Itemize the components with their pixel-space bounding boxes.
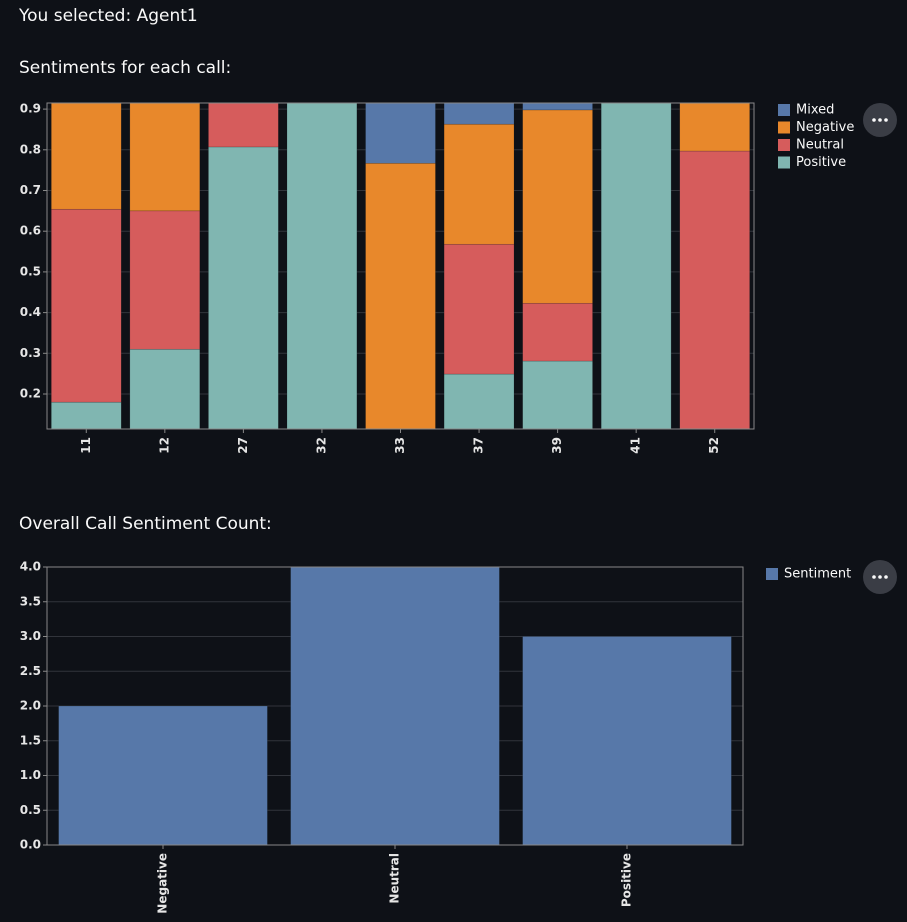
- bar-segment: [365, 103, 436, 164]
- bar-segment: [290, 567, 500, 845]
- x-tick-label: 52: [707, 437, 721, 454]
- x-tick-label: Neutral: [388, 853, 402, 904]
- y-tick-label: 0.0: [20, 838, 41, 852]
- bar-segment: [129, 210, 201, 350]
- plot-frame: [46, 102, 755, 430]
- legend-label: Neutral: [796, 138, 844, 153]
- section-heading: Overall Call Sentiment Count:: [19, 514, 272, 534]
- bar-segment: [58, 705, 268, 845]
- bar-segment: [443, 373, 515, 429]
- selection-text: You selected: Agent1: [18, 6, 198, 26]
- legend-swatch: [778, 121, 790, 134]
- bar-segment: [286, 103, 358, 429]
- y-tick-label: 0.7: [20, 183, 41, 197]
- x-tick-label: 33: [393, 437, 407, 454]
- legend-swatch: [778, 139, 790, 151]
- bars: [58, 567, 732, 845]
- x-tick-label: 37: [472, 437, 486, 454]
- y-tick-label: 0.2: [20, 386, 41, 400]
- legend-label: Positive: [796, 155, 846, 170]
- y-tick-label: 2.5: [20, 664, 41, 678]
- legend-swatch: [766, 568, 778, 580]
- bar-segment: [129, 348, 201, 429]
- x-tick-label: 12: [157, 437, 171, 454]
- bar-segment: [679, 103, 750, 152]
- x-tick-label: 11: [79, 437, 93, 454]
- y-tick-label: 0.4: [20, 305, 41, 319]
- legend-label: Negative: [796, 120, 854, 135]
- bar-segment: [522, 636, 732, 845]
- bar-segment: [208, 103, 279, 148]
- bar-segment: [522, 103, 593, 111]
- legend-swatch: [778, 104, 790, 116]
- y-tick-label: 4.0: [20, 560, 41, 574]
- bar-segment: [51, 103, 122, 210]
- bar-segment: [522, 109, 593, 304]
- y-tick-label: 2.0: [20, 699, 41, 713]
- y-tick-label: 3.5: [20, 594, 41, 608]
- x-tick-label: Negative: [156, 853, 170, 914]
- legend-swatch: [778, 156, 790, 169]
- x-tick-label: Positive: [620, 853, 634, 907]
- y-tick-label: 1.5: [20, 733, 41, 747]
- x-tick-label: 27: [236, 437, 250, 454]
- section-heading: Sentiments for each call:: [19, 58, 231, 78]
- bar-segment: [522, 360, 593, 429]
- bar-segment: [600, 103, 672, 429]
- x-tick-label: 39: [550, 437, 564, 454]
- menu-button[interactable]: [863, 560, 897, 594]
- y-tick-label: 0.5: [20, 803, 41, 817]
- bar-segment: [679, 150, 750, 429]
- bar-segment: [522, 302, 593, 362]
- x-tick-label: 41: [629, 437, 643, 454]
- y-tick-label: 0.3: [20, 346, 41, 360]
- y-tick-label: 0.6: [20, 224, 41, 238]
- bar-segment: [365, 162, 436, 429]
- y-tick-label: 0.5: [20, 264, 41, 278]
- bar-segment: [51, 401, 122, 429]
- bar-segment: [208, 146, 279, 429]
- bar-segment: [51, 208, 122, 403]
- menu-button[interactable]: [863, 103, 897, 137]
- bar-segment: [129, 103, 201, 212]
- bar-segment: [443, 123, 515, 245]
- y-tick-label: 1.0: [20, 768, 41, 782]
- y-tick-label: 0.8: [20, 142, 41, 156]
- y-tick-label: 0.9: [20, 102, 41, 116]
- bar-segment: [443, 243, 515, 375]
- bars: [51, 103, 750, 429]
- x-tick-label: 32: [314, 437, 328, 454]
- legend-label: Sentiment: [784, 567, 851, 582]
- legend-label: Mixed: [796, 103, 834, 118]
- bar-segment: [443, 103, 515, 125]
- plot-frame: [46, 566, 744, 846]
- y-tick-label: 3.0: [20, 629, 41, 643]
